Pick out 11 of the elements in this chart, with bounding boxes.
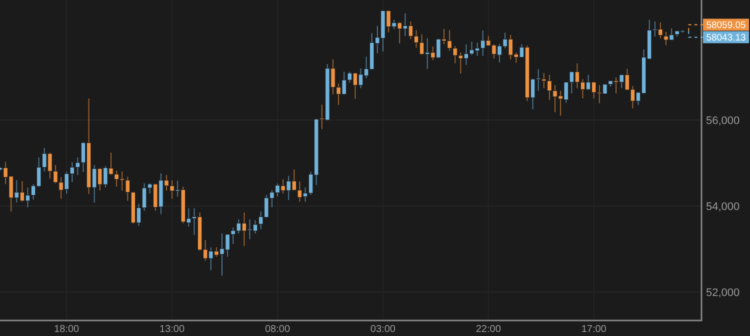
x-tick-label: 13:00 [160, 324, 185, 335]
text: 58043.13 [706, 32, 746, 44]
x-tick-label: 17:00 [581, 324, 607, 335]
x-tick-label: 03:00 [370, 324, 396, 335]
x-tick-label: 22:00 [476, 324, 502, 335]
text: 58059.05 [706, 20, 746, 32]
y-tick-label: 52,000 [706, 286, 740, 299]
x-tick-label: 18:00 [54, 324, 80, 335]
y-tick-label: 54,000 [706, 200, 740, 213]
x-tick-label: 08:00 [264, 324, 290, 335]
y-tick-label: 56,000 [706, 114, 740, 127]
